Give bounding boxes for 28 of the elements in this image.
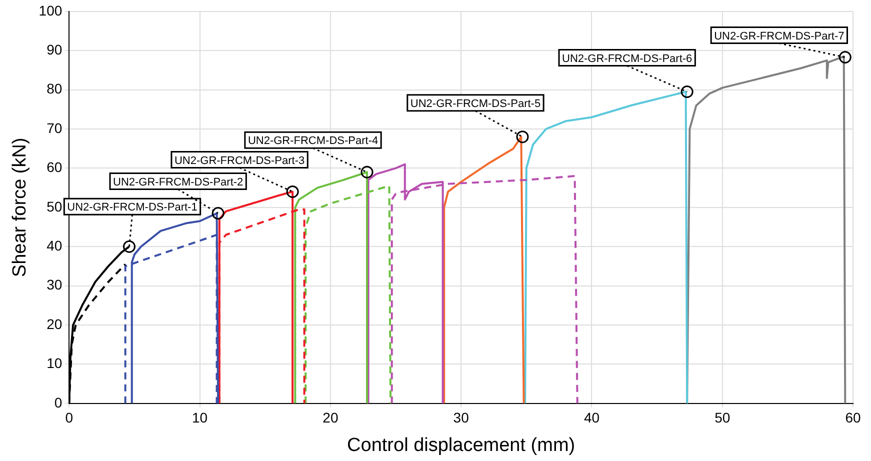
annotation: UN2-GR-FRCM-DS-Part-7 — [714, 30, 844, 42]
x-axis-title: Control displacement (mm) — [347, 434, 576, 456]
x-tick-label: 50 — [714, 410, 730, 426]
y-tick-label: 40 — [46, 237, 62, 254]
x-tick-label: 30 — [453, 410, 470, 426]
y-tick-label: 10 — [46, 355, 62, 372]
annotation: UN2-GR-FRCM-DS-Part-6 — [562, 52, 692, 65]
y-tick-label: 100 — [38, 2, 62, 18]
x-tick-label: 60 — [845, 410, 861, 426]
y-tick-label: 0 — [54, 394, 62, 410]
x-tick-label: 40 — [584, 410, 600, 426]
y-tick-label: 90 — [46, 41, 62, 58]
annotation: UN2-GR-FRCM-DS-Part-4 — [248, 135, 378, 148]
annotation: UN2-GR-FRCM-DS-Part-2 — [113, 176, 244, 188]
x-tick-label: 10 — [192, 410, 208, 426]
y-axis-title: Shear force (kN) — [10, 138, 31, 278]
annotation: UN2-GR-FRCM-DS-Part-1 — [67, 202, 198, 214]
y-tick-label: 60 — [46, 159, 62, 176]
x-tick-label: 20 — [322, 410, 338, 426]
y-tick-label: 70 — [46, 120, 62, 136]
annotation: UN2-GR-FRCM-DS-Part-3 — [174, 154, 305, 167]
annotation: UN2-GR-FRCM-DS-Part-5 — [410, 98, 541, 110]
y-tick-label: 50 — [46, 198, 62, 214]
x-tick-label: 0 — [65, 410, 74, 426]
y-tick-label: 80 — [46, 80, 62, 97]
point — [123, 240, 136, 253]
y-tick-label: 30 — [46, 276, 62, 293]
y-tick-label: 20 — [46, 316, 62, 332]
